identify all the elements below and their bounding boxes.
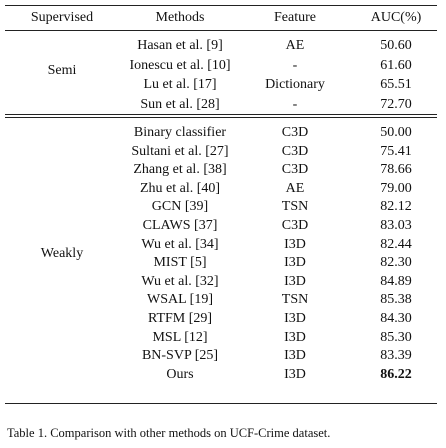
feature: I3D — [284, 311, 306, 326]
feature: AE — [285, 180, 305, 196]
feature: I3D — [284, 273, 306, 289]
method: Sultani et al. [27] — [131, 143, 229, 159]
header-cell: Supervised — [30, 10, 94, 25]
caption: Table 1. Comparison with other methods o… — [7, 426, 331, 440]
auc: 86.22 — [380, 366, 412, 382]
feature: C3D — [281, 162, 309, 178]
method: Zhang et al. [38] — [133, 162, 227, 178]
header-rule — [5, 30, 437, 31]
feature: AE — [285, 38, 305, 53]
method: WSAL [19] — [147, 292, 213, 308]
auc: 79.00 — [380, 180, 412, 196]
feature: I3D — [284, 348, 306, 364]
auc: 85.30 — [380, 329, 412, 345]
auc: 72.70 — [380, 96, 412, 112]
group-rule — [5, 117, 437, 118]
auc: 82.12 — [380, 199, 412, 215]
auc: 85.38 — [380, 292, 412, 308]
group-label: Weakly — [40, 245, 84, 261]
auc: 75.41 — [380, 143, 412, 159]
feature: TSN — [281, 199, 309, 215]
header-cell: Feature — [274, 10, 316, 25]
auc: 78.66 — [380, 162, 412, 178]
feature: C3D — [281, 125, 309, 140]
feature: - — [292, 57, 298, 73]
feature: I3D — [284, 329, 306, 345]
auc: 61.60 — [380, 57, 412, 73]
feature: C3D — [281, 143, 309, 159]
auc: 82.30 — [380, 255, 412, 271]
method: Hasan et al. [9] — [137, 38, 223, 53]
method: Zhu et al. [40] — [139, 180, 221, 196]
method: Ionescu et al. [10] — [129, 57, 231, 73]
feature: - — [292, 96, 298, 112]
method: Ours — [166, 366, 194, 382]
auc: 65.51 — [380, 77, 412, 93]
method: MIST [5] — [153, 255, 207, 271]
method: Wu et al. [34] — [141, 236, 219, 252]
feature: I3D — [284, 236, 306, 252]
method: CLAWS [37] — [142, 218, 218, 233]
feature: C3D — [281, 218, 309, 233]
method: Lu et al. [17] — [143, 77, 217, 93]
method: GCN [39] — [151, 199, 209, 215]
auc: 50.60 — [380, 38, 412, 53]
method: Wu et al. [32] — [141, 273, 219, 289]
top-rule — [5, 5, 437, 6]
auc: 84.89 — [380, 273, 412, 289]
auc: 82.44 — [380, 236, 412, 252]
feature: TSN — [281, 292, 309, 308]
group-label: Semi — [47, 63, 77, 79]
auc: 84.30 — [380, 311, 412, 326]
auc: 83.39 — [380, 348, 412, 364]
method: BN-SVP [25] — [141, 348, 219, 364]
group-rule — [5, 114, 437, 115]
method: Binary classifier — [133, 125, 227, 140]
bottom-rule — [5, 403, 437, 404]
method: MSL [12] — [152, 329, 208, 345]
header-cell: AUC(%) — [370, 10, 422, 25]
auc: 83.03 — [380, 218, 412, 233]
feature: I3D — [284, 255, 306, 271]
method: Sun et al. [28] — [140, 96, 220, 112]
header-cell: Methods — [155, 10, 205, 25]
method: RTFM [29] — [147, 311, 213, 326]
auc: 50.00 — [380, 125, 412, 140]
feature: I3D — [284, 366, 306, 382]
feature: Dictionary — [265, 77, 325, 93]
